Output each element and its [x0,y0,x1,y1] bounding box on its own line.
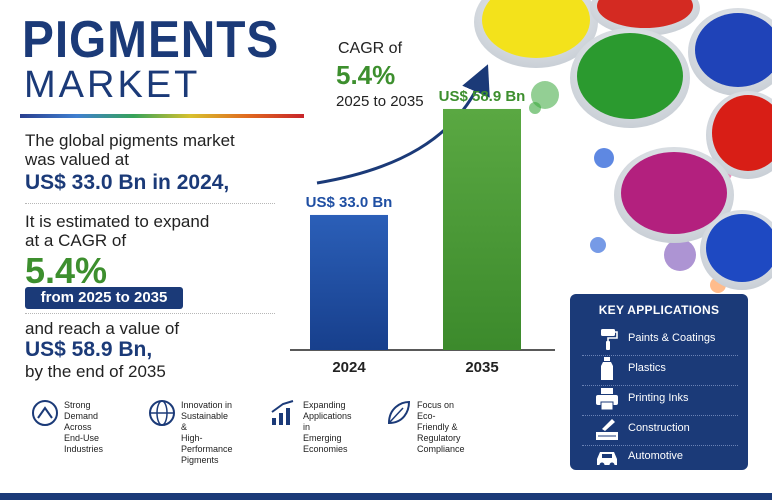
key-applications-title: KEY APPLICATIONS [598,303,720,317]
application-item: Paints & Coatings [580,326,740,352]
bar-2024 [310,214,388,350]
pigment-bowls-illustration [474,0,772,293]
cagr-callout-label: CAGR of [338,40,403,57]
application-item: Automotive [580,444,740,470]
demand-icon [32,400,58,426]
page-title: PIGMENTS [22,11,280,69]
cagr-callout-value: 5.4% [336,60,396,90]
application-item: Printing Inks [580,386,740,412]
application-label: Plastics [628,362,666,374]
summary-line-3: It is estimated to expand [25,212,210,231]
footer-bar [0,493,772,500]
cagr-big-text: 5.4% [25,250,108,291]
application-label: Automotive [628,450,684,462]
growth-arrow [316,64,490,185]
paint-roller-icon [601,329,618,350]
divider [582,355,738,356]
key-applications-panel: KEY APPLICATIONS Paints & Coatings Plast… [570,294,748,470]
divider [25,313,275,314]
summary-line-1: The global pigments market [25,131,235,150]
tick-label-2024: 2024 [332,359,366,376]
application-item: Construction [580,416,740,442]
leaf-icon [387,400,411,425]
globe-icon [149,400,175,426]
feature-text: Expanding Applications in Emerging Econo… [303,400,352,454]
feature-text: Innovation in Sustainable & High-Perform… [181,400,233,465]
divider [582,445,738,446]
divider [25,203,275,204]
feature-text: Focus on Eco-Friendly & Regulatory Compl… [417,400,465,454]
tick-label-2035: 2035 [465,359,498,376]
cagr-callout-range: 2025 to 2035 [336,93,424,110]
bar-chart: US$ 33.0 Bn 2024 US$ 58.9 Bn 2035 [290,64,555,376]
summary-line-6: by the end of 2035 [25,362,166,381]
bar-2035 [443,108,521,350]
summary-line-2: was valued at [25,150,129,169]
car-icon [597,452,617,468]
feature-text: Strong Demand Across End-Use Industries [64,400,104,454]
divider [582,385,738,386]
trowel-icon [596,419,618,440]
application-item: Plastics [580,356,740,382]
value-2024-text: US$ 33.0 Bn in 2024, [25,171,230,194]
summary-line-5: and reach a value of [25,319,180,338]
summary-line-4: at a CAGR of [25,231,127,250]
data-label-2024: US$ 33.0 Bn [306,194,393,211]
page-subtitle: MARKET [24,64,201,106]
data-label-2035: US$ 58.9 Bn [439,88,526,105]
application-label: Printing Inks [628,392,689,404]
application-label: Construction [628,422,690,434]
plastic-bottle-icon [601,357,613,380]
period-pill: from 2025 to 2035 [25,287,183,309]
rainbow-divider [20,114,304,118]
application-label: Paints & Coatings [628,332,716,344]
growth-chart-icon [271,400,294,425]
value-2035-text: US$ 58.9 Bn, [25,338,153,361]
divider [582,415,738,416]
printer-icon [596,388,618,411]
